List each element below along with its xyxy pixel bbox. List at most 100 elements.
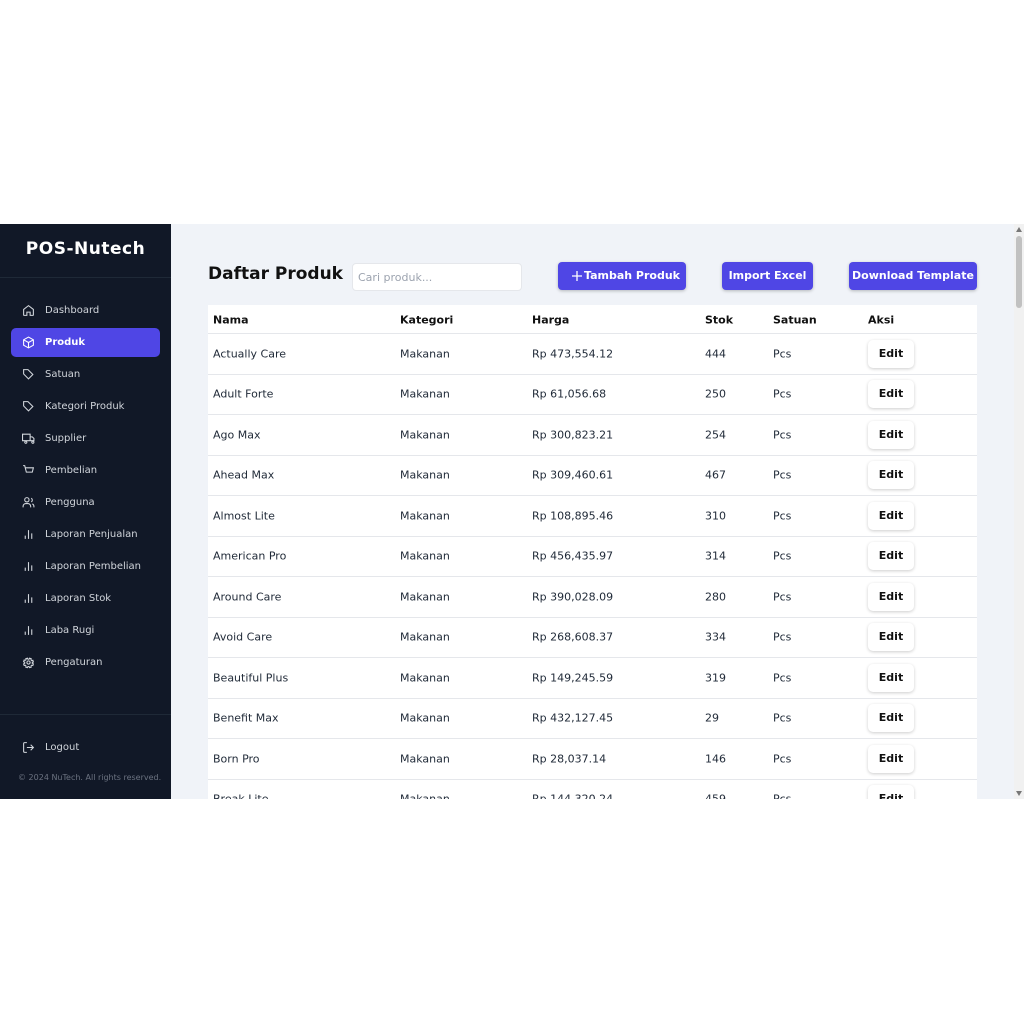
menu-item[interactable]: Satuan [11,360,160,389]
table-cell: 310 [705,509,726,522]
search-input[interactable]: Cari produk... [352,263,522,291]
divider [0,714,171,715]
menu-item[interactable]: Kategori Produk [11,392,160,421]
menu-item[interactable]: Laba Rugi [11,616,160,645]
edit-button[interactable]: Edit [868,420,914,449]
table-cell: Makanan [400,752,450,765]
table-cell: Makanan [400,630,450,644]
menu-label: Supplier [45,433,87,444]
menu-icon [23,465,35,476]
table-cell: Rp 456,435.97 [532,549,614,563]
scrollbar[interactable] [1014,224,1024,799]
table-cell: 254 [705,428,726,441]
table-cell: Pcs [773,630,792,644]
table-cell: Makanan [400,509,450,522]
menu-label: Pembelian [45,465,98,476]
row-divider [208,616,977,618]
add-button[interactable]: Tambah Produk [558,262,686,290]
table-cell: Rp 108,895.46 [532,509,614,522]
row-divider [208,414,977,415]
edit-button[interactable]: Edit [868,785,914,799]
menu-icon [24,626,33,635]
menu-icon [22,433,35,444]
menu-item[interactable]: Supplier [11,424,160,453]
table-cell: Rp 28,037.14 [532,752,607,765]
menu-item[interactable]: Laporan Pembelian [11,552,160,581]
menu-item[interactable]: Laporan Stok [11,584,160,613]
edit-button[interactable]: Edit [868,582,914,611]
edit-button[interactable]: Edit [868,704,914,732]
menu-item[interactable]: Pengguna [11,488,160,517]
table-cell: Makanan [400,387,450,401]
menu-icon [22,657,35,669]
menu-label: Produk [45,337,86,348]
column-header: Kategori [400,313,454,327]
menu-icon [23,304,34,316]
menu-label: Pengguna [45,497,95,508]
menu-label: Kategori Produk [45,401,125,412]
table-cell: American Pro [213,549,287,563]
table-cell: Pcs [773,752,792,765]
table-cell: Pcs [773,509,792,522]
scroll-up[interactable] [1016,227,1022,232]
table-cell: 280 [705,590,726,603]
logout[interactable]: Logout [11,733,160,762]
table-cell: Pcs [773,590,792,603]
edit-button[interactable]: Edit [868,744,914,773]
table-cell: Makanan [400,428,450,441]
table-cell: 467 [705,468,726,482]
table-cell: 314 [705,549,726,563]
table-cell: 444 [705,347,726,360]
table-cell: Rp 61,056.68 [532,387,607,401]
row-divider [208,333,977,334]
table-cell: Around Care [213,590,282,603]
footer: © 2024 NuTech. All rights reserved. [18,773,162,782]
table-cell: Benefit Max [213,711,279,725]
table-cell: Avoid Care [213,630,273,644]
scroll-down[interactable] [1016,791,1022,796]
table-cell: 319 [705,671,726,684]
table-cell: 459 [705,792,726,800]
table-cell: Makanan [400,549,450,563]
menu-icon [22,497,35,508]
edit-button[interactable]: Edit [868,380,914,408]
menu-item[interactable]: Pengaturan [11,648,160,677]
edit-button[interactable]: Edit [868,501,914,530]
template-button[interactable]: Download Template [849,262,977,290]
column-header: Harga [532,313,570,327]
table-cell: Born Pro [213,752,260,765]
row-divider [208,576,977,577]
menu-label: Laba Rugi [45,625,95,636]
divider [0,277,171,278]
import-button[interactable]: Import Excel [722,262,813,290]
row-divider [208,373,977,375]
menu-item[interactable]: Produk [11,328,160,357]
table-cell: 29 [705,711,719,725]
menu-label: Laporan Penjualan [45,529,138,540]
button-label: Tambah Produk [584,269,680,282]
menu-label: Dashboard [45,305,100,316]
table-cell: Rp 432,127.45 [532,711,614,725]
edit-button[interactable]: Edit [868,461,914,489]
app-window: POS-Nutech Logout © 2024 NuTech. All rig… [0,224,1024,799]
brand: POS-Nutech [25,239,146,259]
menu-icon [23,369,34,380]
edit-button[interactable]: Edit [868,339,914,368]
table-cell: Rp 144,320.24 [532,792,614,800]
table-cell: Almost Lite [213,509,275,522]
edit-button[interactable]: Edit [868,663,914,692]
logout-label: Logout [45,742,80,753]
menu-item[interactable]: Pembelian [11,456,160,485]
edit-button[interactable]: Edit [868,623,914,651]
scroll-thumb[interactable] [1016,236,1022,308]
menu-icon [24,530,33,539]
table-cell: Ahead Max [213,468,275,482]
table-cell: Pcs [773,549,792,563]
menu-item[interactable]: Dashboard [11,296,160,325]
button-label: Download Template [852,269,974,282]
menu-item[interactable]: Laporan Penjualan [11,520,160,549]
column-header: Nama [213,313,249,327]
table-cell: Makanan [400,671,450,684]
edit-button[interactable]: Edit [868,542,914,570]
